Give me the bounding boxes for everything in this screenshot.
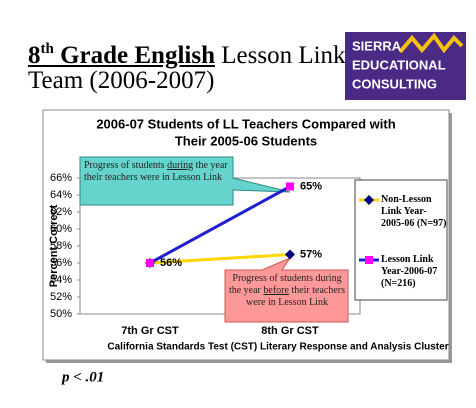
data-label: 65%: [300, 180, 322, 192]
callout-text: Progress of students during the year the…: [84, 160, 230, 184]
legend-label: Non-Lesson Link Year-2005-06 (N=97): [381, 194, 447, 229]
chart-title: 2006-07 Students of LL Teachers Compared…: [96, 116, 395, 131]
title-part: 8: [28, 42, 41, 69]
footnote: p < .01: [60, 369, 104, 385]
legend-entry: Non-Lesson Link Year-2005-06 (N=97): [381, 194, 447, 230]
y-tick-label: 50%: [50, 308, 72, 320]
y-tick-label: 52%: [50, 291, 72, 303]
callout-shape: [79, 156, 291, 206]
title-emphasis: 8th Grade English: [28, 41, 215, 69]
marker: [365, 256, 373, 264]
data-label: 56%: [160, 257, 182, 269]
title-part: Lesson Link: [215, 42, 346, 69]
title-superscript: th: [40, 41, 54, 57]
marker: [364, 195, 374, 205]
callout-part: their teachers were in Lesson Link: [246, 285, 346, 308]
legend-label: Lesson Link Year-2006-07 (N=216): [381, 254, 438, 289]
y-tick-label: 62%: [50, 206, 72, 218]
series-line: [149, 253, 291, 265]
title-part: Grade English: [53, 42, 215, 69]
logo-text: SIERRA: [352, 38, 402, 53]
y-tick-label: 54%: [50, 274, 72, 286]
data-label: 57%: [300, 248, 322, 260]
title-part: Team (2006-2007): [28, 67, 215, 94]
y-tick-label: 56%: [50, 257, 72, 269]
callout-text: Progress of students during the year bef…: [228, 273, 346, 309]
marker: [146, 259, 154, 267]
logo-text: CONSULTING: [352, 76, 437, 91]
callout-shape: [224, 256, 349, 323]
x-axis-title: California Standards Test (CST) Literary…: [107, 342, 448, 353]
chart-title: Their 2005-06 Students: [175, 133, 317, 148]
y-axis-title: Percent Correct: [48, 204, 60, 287]
callout-part: Progress of students: [84, 160, 168, 171]
callout-part: during: [167, 160, 194, 171]
y-tick-label: 64%: [50, 189, 72, 201]
legend-entry: Lesson Link Year-2006-07 (N=216): [381, 254, 447, 290]
callout-part: the year their teachers were in Lesson L…: [84, 160, 228, 183]
marker: [285, 249, 295, 260]
series-line: [149, 185, 291, 265]
y-tick-label: 66%: [50, 172, 72, 184]
slide-title: Team (2006-2007): [28, 66, 214, 96]
marker: [286, 182, 294, 191]
logo-text: EDUCATIONAL: [352, 57, 446, 72]
callout-part: Progress of students during the year: [228, 273, 342, 296]
y-tick-label: 58%: [50, 240, 72, 252]
y-tick-label: 60%: [50, 223, 72, 235]
x-tick-label: 8th Gr CST: [261, 325, 319, 337]
callout-part: before: [263, 285, 289, 296]
logo-zigzag: [398, 32, 464, 54]
x-tick-label: 7th Gr CST: [121, 325, 179, 337]
slide-title: 8th Grade English Lesson Link: [28, 34, 346, 71]
